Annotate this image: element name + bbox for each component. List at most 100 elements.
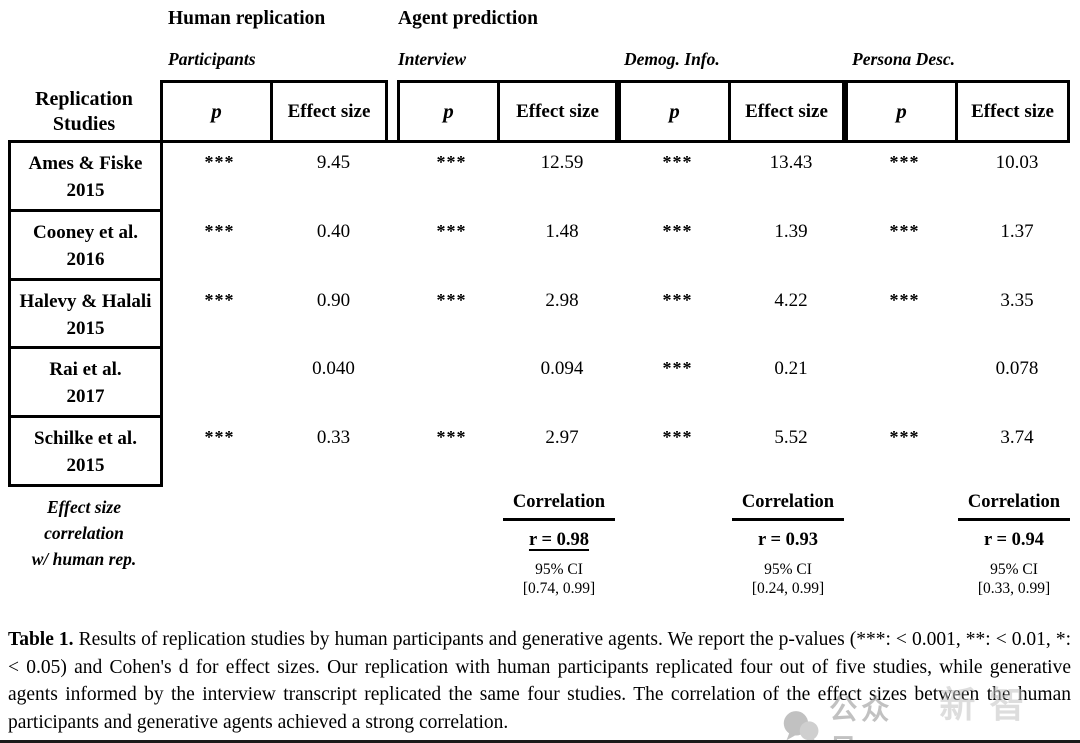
study-name: Cooney et al. — [32, 221, 138, 243]
results-data-area: *** 9.45 *** 12.59 *** 13.43 *** 10.03 *… — [160, 140, 1070, 487]
footer-label-line: w/ human rep. — [31, 549, 137, 569]
correlation-block-demog-info: Correlation r = 0.93 95% CI [0.24, 0.99] — [678, 492, 898, 598]
study-name: Halevy & Halali — [19, 290, 152, 312]
effect-size-column-header: Effect size — [516, 100, 599, 122]
correlation-title: Correlation — [731, 492, 845, 521]
p-value: *** — [436, 289, 467, 310]
effect-size: 3.35 — [1000, 289, 1034, 311]
effect-size: 10.03 — [995, 152, 1039, 173]
p-column-header: p — [621, 83, 731, 140]
header-group-participants: p Effect size — [160, 80, 388, 143]
row-label-halevy-halali: Halevy & Halali 2015 — [11, 281, 160, 350]
row-label-rai: Rai et al. 2017 — [11, 349, 160, 419]
p-column-header: p — [400, 83, 500, 140]
table-caption: Table 1. Results of replication studies … — [8, 626, 1071, 736]
ci-label: 95% CI — [990, 561, 1038, 578]
effect-size: 5.52 — [774, 427, 808, 449]
correlation-r-value: r = 0.94 — [983, 530, 1045, 550]
column-header-row: p Effect size p Effect size p Effect siz… — [160, 80, 1070, 143]
effect-size: 4.22 — [774, 289, 808, 311]
p-value — [400, 349, 503, 418]
study-year: 2015 — [66, 455, 105, 477]
effect-size: 0.33 — [316, 427, 351, 449]
caption-text: Results of replication studies by human … — [8, 629, 1072, 733]
correlation-block-persona-desc: Correlation r = 0.94 95% CI [0.33, 0.99] — [904, 492, 1080, 598]
p-value: *** — [204, 289, 235, 310]
bottom-divider-line — [0, 740, 1080, 743]
p-value: *** — [662, 427, 693, 448]
effect-size: 9.45 — [316, 152, 351, 173]
p-value: *** — [662, 289, 693, 310]
study-label-column: Ames & Fiske 2015 Cooney et al. 2016 Hal… — [8, 140, 163, 487]
effect-size-column-header: Effect size — [287, 100, 371, 122]
study-year: 2015 — [66, 317, 105, 339]
effect-size: 0.90 — [316, 289, 351, 311]
p-value: *** — [662, 220, 693, 241]
footer-label-line: correlation — [44, 523, 124, 543]
header-group-gap — [388, 80, 397, 143]
p-value: *** — [889, 427, 920, 448]
footer-label-line: Effect size — [46, 497, 122, 517]
effect-size: 13.43 — [769, 152, 813, 173]
p-value: *** — [889, 289, 920, 310]
row-label-schilke: Schilke et al. 2015 — [11, 418, 160, 484]
effect-size-column-header: Effect size — [971, 100, 1054, 122]
effect-size: 12.59 — [540, 152, 584, 173]
p-value: *** — [204, 427, 235, 448]
study-name: Ames & Fiske — [28, 153, 143, 174]
row-label-ames-fiske: Ames & Fiske 2015 — [11, 143, 160, 212]
ci-range: [0.33, 0.99] — [977, 580, 1051, 597]
correlation-r-value: r = 0.93 — [757, 530, 819, 550]
section-header-agent-prediction: Agent prediction — [398, 8, 538, 29]
effect-size: 2.97 — [545, 427, 579, 449]
p-value — [163, 349, 276, 418]
correlation-r-value: r = 0.98 — [528, 530, 590, 550]
correlation-title: Correlation — [957, 492, 1071, 521]
study-name: Rai et al. — [49, 359, 122, 381]
header-group-persona-desc: p Effect size — [845, 80, 1070, 143]
p-value: *** — [204, 220, 235, 241]
ci-label: 95% CI — [764, 561, 812, 578]
study-year: 2017 — [66, 386, 105, 408]
p-value: *** — [889, 220, 920, 241]
study-year: 2016 — [66, 248, 105, 270]
p-value: *** — [204, 152, 235, 172]
p-value: *** — [436, 220, 467, 241]
effect-size: 0.078 — [995, 358, 1039, 380]
condition-label-participants: Participants — [168, 49, 256, 69]
table-row: *** 9.45 *** 12.59 *** 13.43 *** 10.03 — [163, 143, 1070, 212]
p-value: *** — [662, 152, 693, 172]
effect-size-column-header: Effect size — [745, 100, 828, 122]
p-value: *** — [662, 358, 693, 379]
effect-size: 1.39 — [774, 220, 808, 242]
condition-label-demog-info: Demog. Info. — [624, 49, 720, 69]
effect-size: 0.40 — [316, 220, 351, 242]
ci-range: [0.74, 0.99] — [522, 580, 596, 597]
table-row: *** 0.40 *** 1.48 *** 1.39 *** 1.37 — [163, 212, 1070, 281]
p-value: *** — [889, 152, 920, 172]
effect-size: 2.98 — [545, 289, 579, 311]
effect-size: 0.040 — [312, 358, 355, 380]
row-label-cooney: Cooney et al. 2016 — [11, 212, 160, 281]
header-group-interview: p Effect size — [397, 80, 618, 143]
table-row: *** 0.33 *** 2.97 *** 5.52 *** 3.74 — [163, 418, 1070, 487]
table-row: *** 0.90 *** 2.98 *** 4.22 *** 3.35 — [163, 281, 1070, 350]
p-value: *** — [436, 152, 467, 172]
effect-size: 3.74 — [1000, 427, 1034, 449]
header-group-demog-info: p Effect size — [618, 80, 845, 143]
effect-size: 0.21 — [774, 358, 808, 380]
corner-header-replication-studies: Replication Studies — [35, 87, 133, 135]
effect-size-correlation-label: Effect size correlation w/ human rep. — [8, 494, 160, 572]
condition-label-persona-desc: Persona Desc. — [852, 49, 956, 69]
ci-label: 95% CI — [535, 561, 583, 578]
p-value — [848, 349, 961, 418]
study-year: 2015 — [66, 180, 105, 201]
effect-size: 1.37 — [1000, 220, 1034, 242]
p-value: *** — [436, 427, 467, 448]
effect-size: 0.094 — [540, 358, 584, 380]
study-name: Schilke et al. — [34, 428, 137, 450]
condition-label-interview: Interview — [398, 49, 467, 69]
correlation-block-interview: Correlation r = 0.98 95% CI [0.74, 0.99] — [449, 492, 669, 598]
effect-size: 1.48 — [545, 220, 579, 242]
